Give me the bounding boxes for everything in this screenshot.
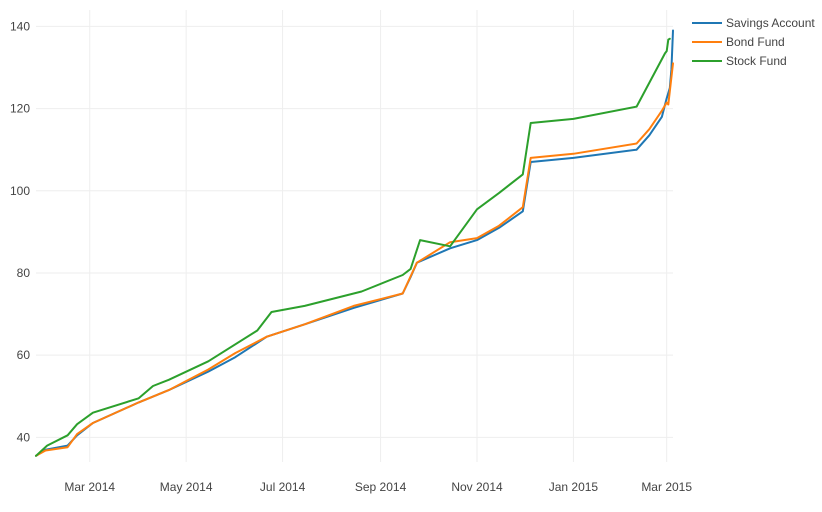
y-tick-label: 80	[17, 266, 31, 280]
x-tick-label: Sep 2014	[355, 480, 407, 494]
y-axis-tick-labels: 40 60 80 100 120 140	[10, 19, 30, 444]
series-lines	[35, 29, 674, 457]
x-tick-label: Jul 2014	[260, 480, 306, 494]
x-tick-label: May 2014	[160, 480, 213, 494]
legend-item-savings-account[interactable]: Savings Account	[692, 16, 815, 30]
series-line-stock-fund	[35, 37, 671, 457]
x-tick-label: Nov 2014	[451, 480, 503, 494]
y-tick-label: 140	[10, 19, 30, 33]
y-tick-label: 40	[17, 430, 31, 444]
x-tick-label: Mar 2015	[641, 480, 692, 494]
legend[interactable]: Savings Account Bond Fund Stock Fund	[692, 16, 815, 68]
legend-label: Savings Account	[726, 16, 815, 30]
legend-label: Stock Fund	[726, 54, 787, 68]
y-tick-label: 60	[17, 348, 31, 362]
y-gridlines	[36, 25, 673, 438]
x-tick-label: Mar 2014	[64, 480, 115, 494]
legend-label: Bond Fund	[726, 35, 785, 49]
x-gridlines	[89, 10, 668, 462]
legend-item-stock-fund[interactable]: Stock Fund	[692, 54, 787, 68]
y-tick-label: 120	[10, 102, 30, 116]
series-line-bond-fund	[35, 62, 674, 457]
series-line-savings-account	[35, 29, 674, 457]
x-axis-tick-labels: Mar 2014 May 2014 Jul 2014 Sep 2014 Nov 2014…	[64, 480, 692, 494]
x-tick-label: Jan 2015	[549, 480, 599, 494]
y-tick-label: 100	[10, 184, 30, 198]
legend-item-bond-fund[interactable]: Bond Fund	[692, 35, 785, 49]
